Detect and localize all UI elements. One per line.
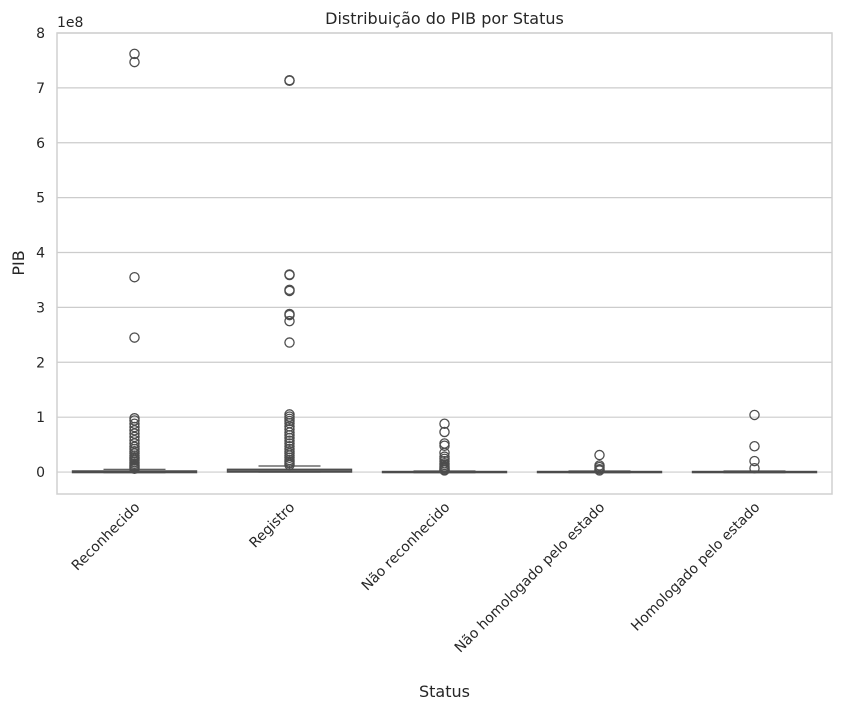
outlier-point (284, 438, 295, 449)
outlier-point (284, 435, 295, 447)
outlier-point (129, 428, 140, 439)
box-group (381, 418, 508, 476)
outlier-point (129, 48, 140, 60)
x-tick-label: Não homologado pelo estado (452, 500, 609, 657)
outlier-point (129, 421, 140, 433)
outlier-point (129, 415, 140, 426)
x-tick-label: Reconhecido (69, 500, 144, 575)
outlier-point (129, 425, 140, 436)
plot-frame (56, 32, 833, 495)
x-tick-label: Não reconhecido (359, 500, 454, 595)
y-tick-label: 1 (36, 410, 45, 426)
y-tick-label: 0 (36, 465, 45, 481)
x-tick-label: Registro (246, 500, 298, 552)
box-group (226, 74, 353, 473)
box-group (691, 409, 818, 474)
outlier-point (749, 462, 760, 474)
outlier-point (284, 269, 295, 281)
y-axis-label: PIB (9, 250, 28, 275)
y-tick-label: 7 (36, 81, 45, 97)
outlier-point (129, 56, 140, 68)
outlier-point (129, 332, 140, 343)
y-tick-label: 5 (36, 191, 45, 207)
outlier-point (439, 447, 450, 459)
outlier-point (129, 463, 140, 475)
outlier-point (594, 449, 605, 461)
outlier-point (284, 430, 295, 441)
x-tick-label: Homologado pelo estado (628, 500, 763, 635)
x-axis-label: Status (419, 682, 470, 701)
y-axis-ticks: 0 1 2 3 4 5 6 7 8 (36, 26, 45, 481)
y-tick-label: 8 (36, 26, 45, 42)
outlier-point (284, 285, 295, 297)
outlier-point (439, 418, 450, 430)
box-group (536, 449, 663, 476)
outlier-point (439, 465, 450, 476)
outlier-point (284, 432, 295, 444)
outlier-point (439, 440, 450, 451)
outlier-point (284, 427, 295, 438)
outlier-point (439, 426, 450, 438)
y-offset-label: 1e8 (57, 15, 83, 31)
box-group (71, 48, 198, 475)
chart-title: Distribuição do PIB por Status (325, 9, 564, 28)
outlier-point (284, 75, 295, 86)
outlier-point (129, 271, 140, 283)
outlier-point (749, 409, 760, 421)
y-tick-label: 6 (36, 136, 45, 152)
outlier-point (594, 465, 605, 476)
outlier-point (129, 431, 140, 443)
y-tick-label: 3 (36, 300, 45, 316)
outlier-point (129, 418, 140, 430)
outlier-point (749, 441, 760, 452)
y-tick-label: 2 (36, 355, 45, 371)
outlier-point (284, 459, 295, 471)
y-tick-label: 4 (36, 246, 45, 262)
box-series (71, 48, 818, 476)
outlier-point (749, 455, 760, 467)
outlier-point (129, 438, 140, 449)
outlier-point (284, 309, 295, 321)
plot-background (57, 33, 832, 494)
outlier-point (284, 315, 295, 327)
outlier-point (284, 337, 295, 348)
